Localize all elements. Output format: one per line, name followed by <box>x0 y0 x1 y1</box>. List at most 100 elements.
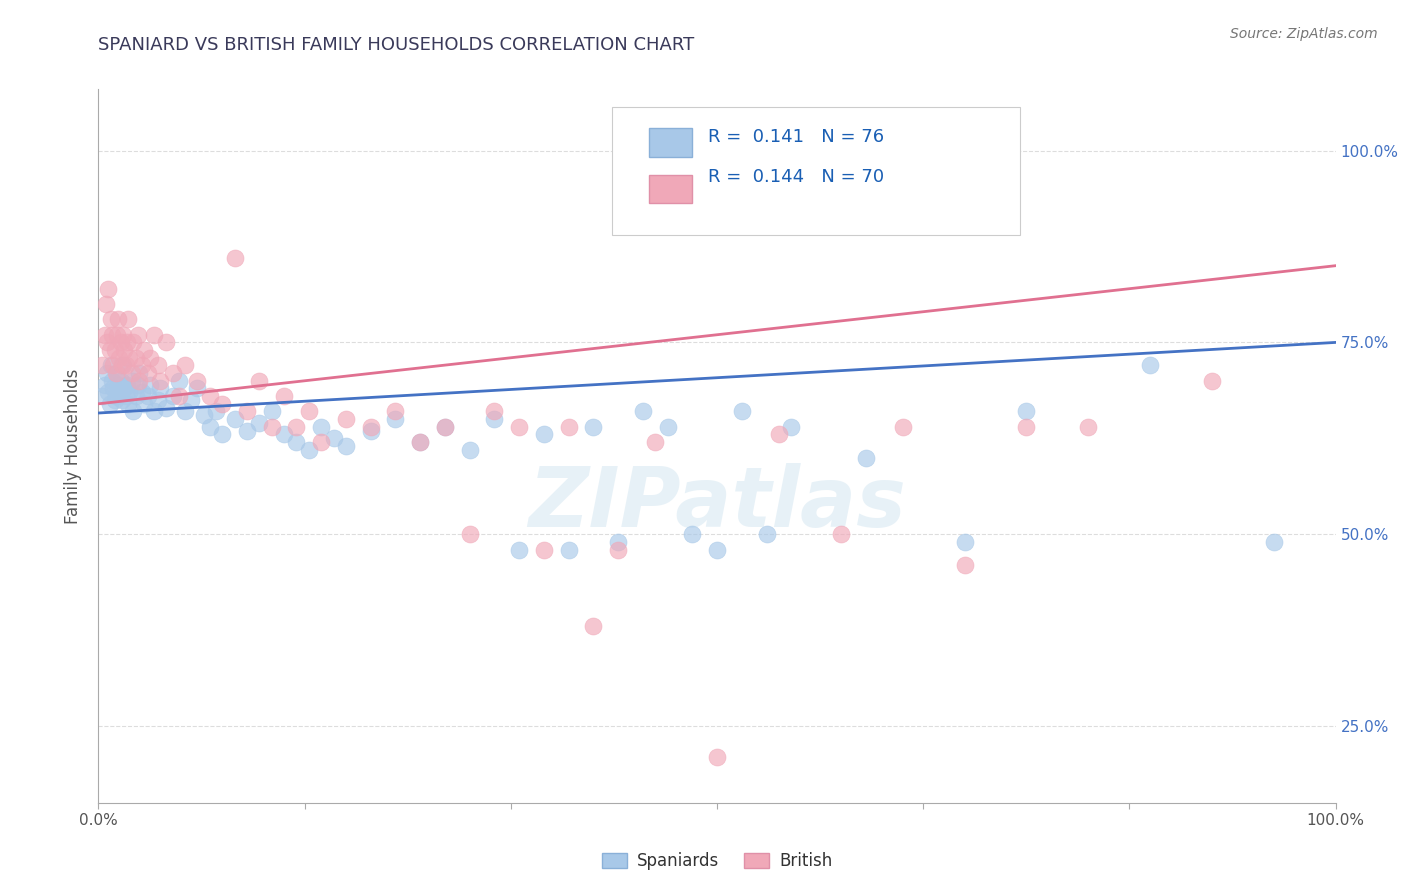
Point <box>96 335 118 350</box>
Point <box>953 558 976 572</box>
Point <box>100 312 122 326</box>
Point <box>533 427 555 442</box>
Point <box>107 312 129 326</box>
Point <box>830 527 852 541</box>
Point <box>458 442 481 457</box>
Point <box>582 619 605 633</box>
Point <box>247 416 270 430</box>
Point <box>101 327 124 342</box>
Point <box>103 381 125 395</box>
Point <box>533 542 555 557</box>
Point <box>273 427 295 442</box>
Point <box>104 366 127 380</box>
Point <box>91 389 114 403</box>
Point <box>582 419 605 434</box>
Point <box>143 404 166 418</box>
Point <box>198 389 221 403</box>
Text: SPANIARD VS BRITISH FAMILY HOUSEHOLDS CORRELATION CHART: SPANIARD VS BRITISH FAMILY HOUSEHOLDS CO… <box>98 36 695 54</box>
Point <box>335 439 357 453</box>
Point <box>211 427 233 442</box>
Point <box>139 351 162 365</box>
FancyBboxPatch shape <box>612 107 1021 235</box>
Point <box>211 397 233 411</box>
Point <box>484 404 506 418</box>
Text: R =  0.144   N = 70: R = 0.144 N = 70 <box>709 168 884 186</box>
Point <box>98 343 121 357</box>
Point <box>298 404 321 418</box>
Point <box>124 351 146 365</box>
Point <box>384 404 406 418</box>
Point <box>360 419 382 434</box>
Point <box>117 397 139 411</box>
Point <box>1263 535 1285 549</box>
Point <box>127 377 149 392</box>
Point <box>768 427 790 442</box>
Point <box>111 359 134 373</box>
Point <box>205 404 228 418</box>
Point <box>953 535 976 549</box>
Point <box>112 343 135 357</box>
Point <box>285 435 308 450</box>
Point <box>681 527 703 541</box>
Point <box>98 397 121 411</box>
Point <box>103 392 125 407</box>
Point <box>607 542 630 557</box>
Point <box>433 419 456 434</box>
Point <box>155 401 177 415</box>
Point <box>139 377 162 392</box>
Point <box>114 359 136 373</box>
Point <box>93 327 115 342</box>
Point <box>122 404 145 418</box>
Point <box>891 419 914 434</box>
Point <box>136 366 159 380</box>
Point <box>108 351 131 365</box>
Point <box>162 389 184 403</box>
Point <box>162 366 184 380</box>
Point <box>409 435 432 450</box>
Point <box>780 419 803 434</box>
Point <box>105 327 128 342</box>
Point <box>115 377 138 392</box>
Point <box>128 374 150 388</box>
Point <box>167 389 190 403</box>
Point <box>136 389 159 403</box>
Point <box>110 374 132 388</box>
Point <box>100 359 122 373</box>
Point <box>706 749 728 764</box>
Point <box>298 442 321 457</box>
Point <box>112 359 135 373</box>
Point <box>1077 419 1099 434</box>
Point <box>114 389 136 403</box>
Point <box>97 282 120 296</box>
Point <box>409 435 432 450</box>
Point <box>174 359 197 373</box>
Point <box>103 359 125 373</box>
Point <box>260 419 283 434</box>
Y-axis label: Family Households: Family Households <box>65 368 83 524</box>
Point <box>127 327 149 342</box>
Point <box>146 359 169 373</box>
Point <box>96 366 118 380</box>
Point <box>94 297 117 311</box>
Point <box>644 435 666 450</box>
Point <box>149 374 172 388</box>
Text: Source: ZipAtlas.com: Source: ZipAtlas.com <box>1230 27 1378 41</box>
Point <box>247 374 270 388</box>
Point <box>122 335 145 350</box>
Point <box>484 412 506 426</box>
Point <box>118 385 141 400</box>
Point <box>110 335 132 350</box>
Point <box>335 412 357 426</box>
Point <box>508 419 530 434</box>
Point <box>155 335 177 350</box>
FancyBboxPatch shape <box>650 175 692 203</box>
Point <box>322 431 344 445</box>
Point <box>1015 404 1038 418</box>
Point <box>91 359 114 373</box>
Point <box>433 419 456 434</box>
Point <box>104 389 127 403</box>
Point <box>131 385 153 400</box>
Point <box>360 424 382 438</box>
Point <box>657 419 679 434</box>
Point <box>224 412 246 426</box>
